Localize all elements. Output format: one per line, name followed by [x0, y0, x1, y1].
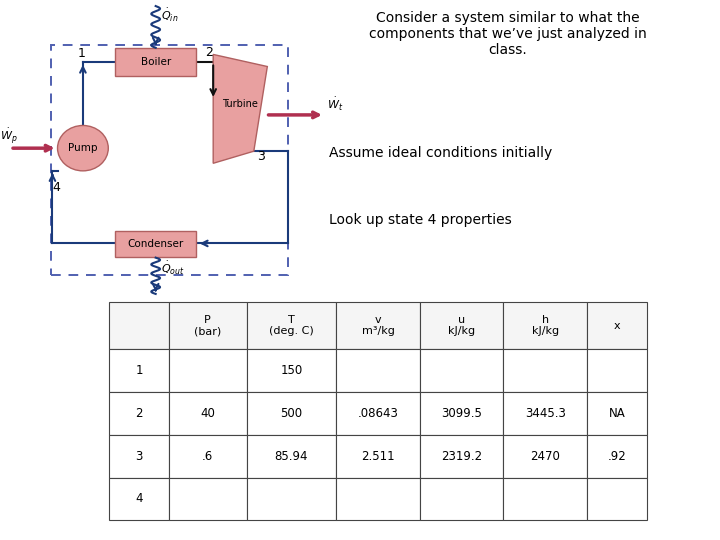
- Bar: [115, 49, 197, 76]
- Text: $\dot{W}_t$: $\dot{W}_t$: [327, 96, 343, 113]
- Bar: [115, 231, 197, 257]
- Polygon shape: [213, 55, 267, 163]
- Text: Look up state 4 properties: Look up state 4 properties: [330, 213, 512, 227]
- Text: $\dot{Q}_{out}$: $\dot{Q}_{out}$: [161, 259, 184, 276]
- Text: Consider a system similar to what the
components that we’ve just analyzed in
cla: Consider a system similar to what the co…: [369, 11, 647, 57]
- Text: Turbine: Turbine: [222, 99, 258, 109]
- Text: $\dot{W}_p$: $\dot{W}_p$: [0, 127, 18, 146]
- Text: Condenser: Condenser: [127, 239, 184, 249]
- Text: 3: 3: [257, 150, 265, 163]
- Bar: [50, 45, 288, 275]
- Text: 1: 1: [78, 48, 86, 60]
- Text: $\dot{Q}_{in}$: $\dot{Q}_{in}$: [161, 6, 178, 24]
- Text: 4: 4: [53, 180, 60, 193]
- Text: Pump: Pump: [68, 143, 98, 153]
- Text: 2: 2: [204, 46, 212, 59]
- Text: Boiler: Boiler: [140, 57, 171, 67]
- Text: Assume ideal conditions initially: Assume ideal conditions initially: [330, 146, 553, 160]
- Circle shape: [58, 125, 108, 171]
